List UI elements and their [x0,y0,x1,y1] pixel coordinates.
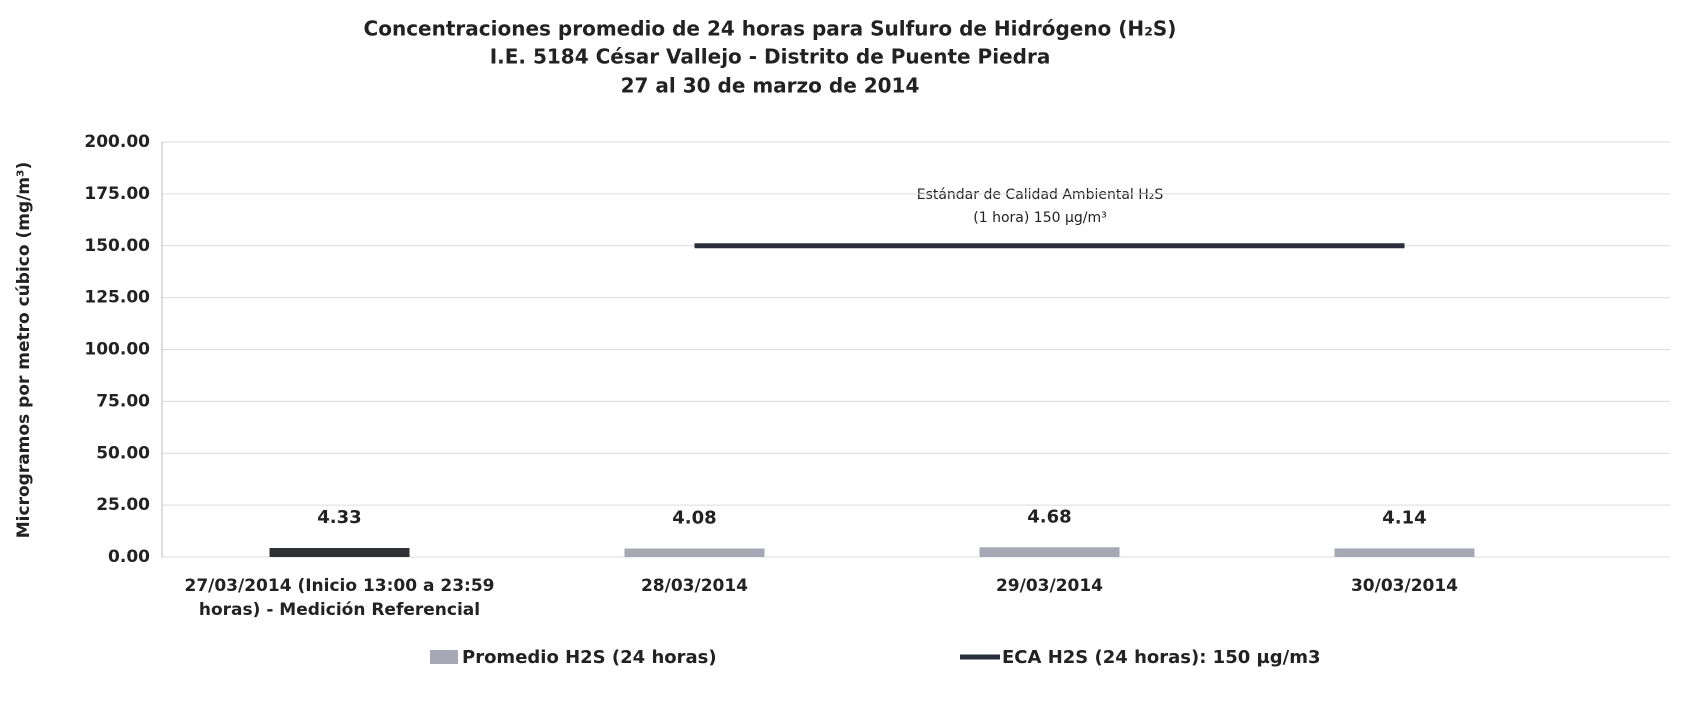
bar [624,548,765,557]
bar [269,548,410,557]
y-axis-label: Microgramos por metro cúbico (mg/m³) [14,162,34,538]
value-label: 4.33 [317,507,361,528]
y-tick-label: 175.00 [84,184,150,204]
x-tick-label: 29/03/2014 [995,576,1104,596]
legend-label: Promedio H2S (24 horas) [462,647,717,668]
value-label: 4.08 [672,508,716,529]
bar [1334,548,1475,557]
y-tick-label: 50.00 [96,443,150,463]
value-label: 4.68 [1027,506,1071,527]
chart-title: Concentraciones promedio de 24 horas par… [364,17,1177,41]
chart-subtitle: 27 al 30 de marzo de 2014 [621,74,920,98]
y-tick-label: 125.00 [84,288,150,308]
value-label: 4.14 [1382,507,1426,528]
y-tick-label: 75.00 [96,391,150,411]
annotation: (1 hora) 150 µg/m³ [973,210,1106,226]
y-tick-label: 0.00 [108,547,150,567]
annotation: Estándar de Calidad Ambiental H₂S [917,187,1164,203]
y-tick-label: 25.00 [96,495,150,515]
legend-label: ECA H2S (24 horas): 150 µg/m3 [1002,647,1321,668]
x-tick-label: 30/03/2014 [1350,576,1459,596]
x-tick-label: 28/03/2014 [640,576,749,596]
bar [979,547,1120,557]
chart-subtitle: I.E. 5184 César Vallejo - Distrito de Pu… [490,45,1051,69]
legend-swatch [430,650,458,664]
y-tick-label: 100.00 [84,340,150,360]
x-tick-label: 27/03/2014 (Inicio 13:00 a 23:59 horas) … [184,576,495,620]
y-tick-label: 200.00 [84,132,150,152]
y-tick-label: 150.00 [84,236,150,256]
